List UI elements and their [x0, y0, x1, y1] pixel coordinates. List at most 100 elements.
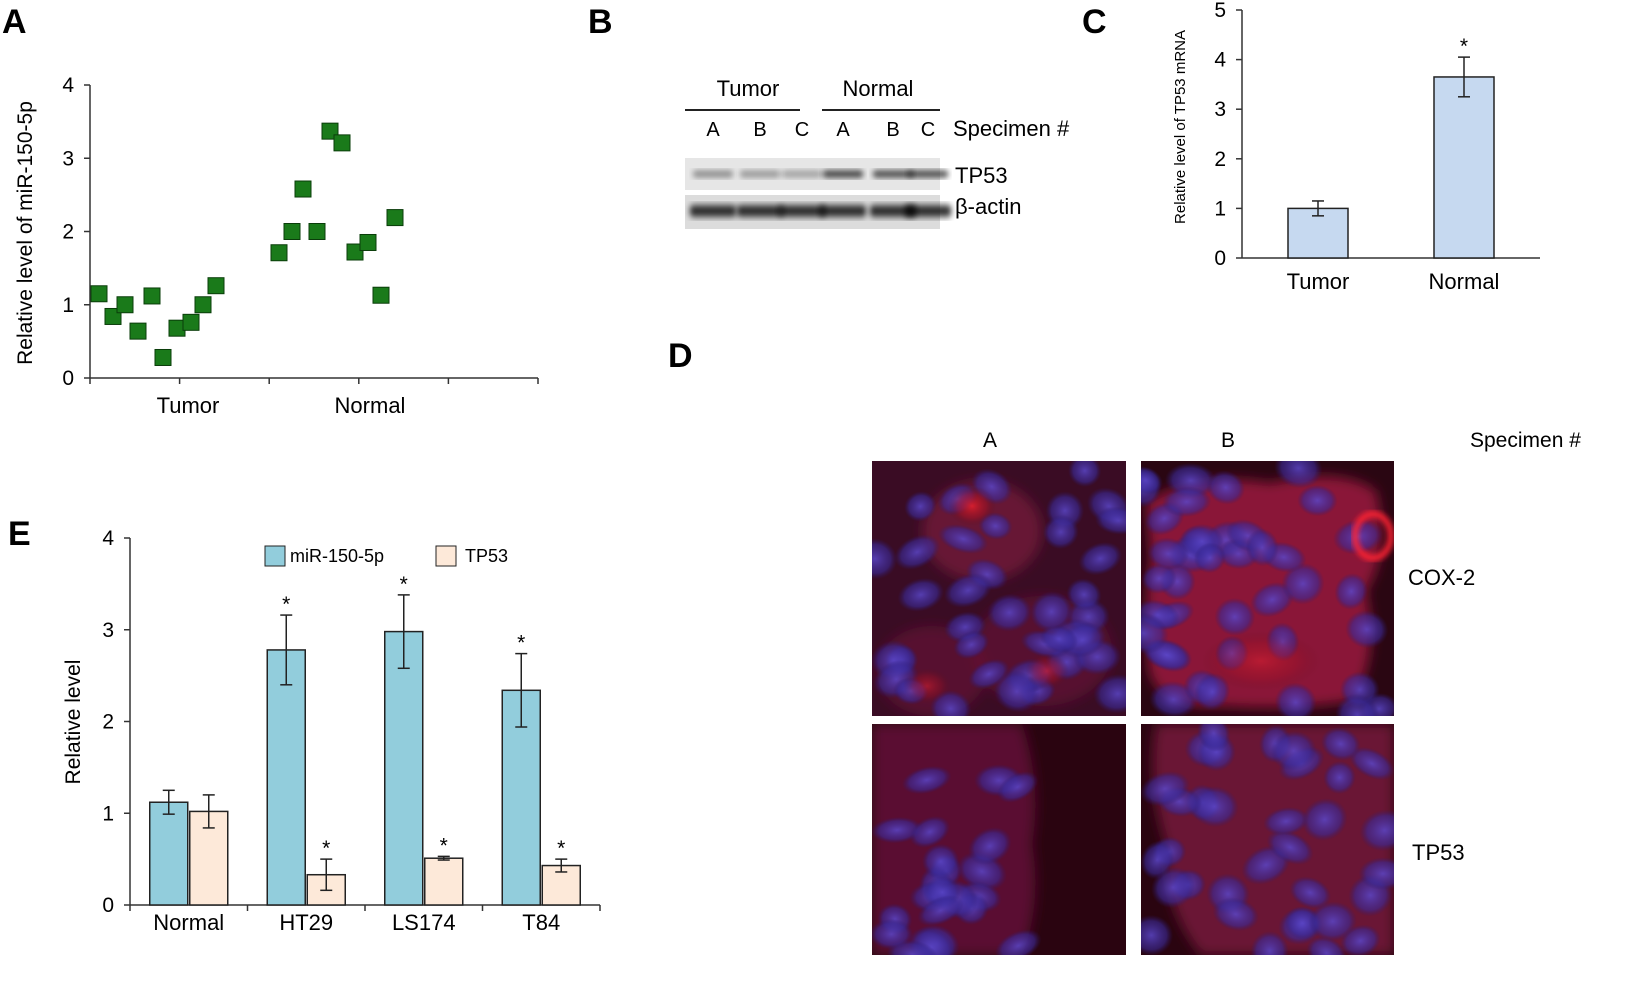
legend-label-mir: miR-150-5p [290, 546, 384, 566]
panel-e-significance-mark: * [440, 834, 448, 857]
nucleus [1358, 857, 1394, 891]
panel-e-y-axis-label: Relative level [62, 660, 85, 785]
panel-c-y-tick-label: 0 [1214, 247, 1226, 270]
panel-e-category-label: T84 [522, 910, 560, 935]
scatter-point [294, 180, 312, 198]
panel-e-y-tick-label: 4 [102, 527, 114, 550]
nucleus [1245, 528, 1279, 567]
nucleus [968, 827, 1012, 866]
nucleus [1093, 673, 1126, 714]
panel-c-y-tick-label: 2 [1214, 148, 1226, 171]
blot-band [905, 203, 951, 219]
nucleus [995, 929, 1042, 955]
blot-band-label-tp53: TP53 [955, 163, 1008, 188]
legend-label-tp53: TP53 [465, 546, 508, 566]
nucleus [1141, 914, 1174, 955]
panel-d-immunofluorescence: A B Specimen # [872, 429, 1581, 955]
panel-e-bar [384, 630, 424, 906]
nucleus [1190, 786, 1239, 828]
panel-c-bar [1433, 76, 1495, 259]
nucleus [993, 670, 1040, 713]
panel-a-y-axis-label: Relative level of miR-150-5p [14, 101, 37, 365]
panel-c-category-normal: Normal [1429, 269, 1500, 294]
blot-lane-label: A [836, 119, 850, 141]
nucleus [1274, 461, 1323, 489]
blot-band [779, 203, 825, 219]
nucleus [1349, 746, 1394, 781]
nucleus [1039, 624, 1079, 654]
panel-e-significance-mark: * [322, 837, 330, 860]
blot-group-tumor: Tumor [717, 76, 780, 101]
panel-e-category-label: HT29 [279, 910, 333, 935]
blot-band [820, 203, 866, 219]
blot-lane-label: B [753, 119, 766, 141]
panel-e-significance-mark: * [557, 837, 565, 860]
panel-e-category-label: Normal [153, 910, 224, 935]
blot-bands [690, 169, 951, 219]
blot-band [693, 169, 733, 179]
nucleus [1270, 730, 1317, 771]
nucleus [1141, 771, 1190, 807]
scatter-point [270, 244, 288, 262]
panel-e-significance-mark: * [517, 632, 525, 655]
panel-c-y-ticks: 0 1 2 3 4 5 [1214, 0, 1242, 270]
nucleus [1078, 542, 1123, 576]
nucleus [1359, 809, 1394, 852]
micro-image-cox2-a [872, 461, 1126, 716]
panel-e-y-tick-label: 2 [102, 711, 114, 734]
blot-band [823, 169, 863, 179]
nucleus [1334, 573, 1369, 610]
scatter-point [346, 243, 364, 261]
panel-a-y-tick-label: 4 [62, 74, 74, 97]
panel-a-y-tick-label: 0 [62, 367, 74, 390]
scatter-point [359, 233, 377, 251]
micro-row-tp53: TP53 [1412, 840, 1465, 865]
panel-a-y-tick-label: 3 [62, 147, 74, 170]
nucleus [1289, 876, 1332, 909]
blot-band-label-actin: β-actin [955, 194, 1021, 219]
nucleus [1066, 578, 1102, 611]
nucleus [1206, 470, 1245, 505]
micro-image-tp53-a [872, 724, 1126, 955]
nucleus [1281, 562, 1325, 605]
panel-a-scatter: 0 1 2 3 4 Tumor Normal Relative level of miR… [14, 74, 539, 418]
legend-swatch-tp53 [435, 545, 457, 567]
nucleus [872, 918, 914, 950]
scatter-point [116, 296, 134, 314]
panel-c-y-tick-label: 3 [1214, 98, 1226, 121]
nucleus [1214, 597, 1256, 636]
panel-e-bar [149, 801, 189, 906]
blot-lane-label: C [921, 119, 935, 141]
nucleus [1250, 931, 1289, 955]
nucleus [1068, 461, 1102, 488]
panel-a-category-normal: Normal [335, 393, 406, 418]
nucleus [921, 843, 960, 880]
nucleus [1263, 807, 1309, 836]
nucleus [894, 534, 941, 570]
panel-e-y-tick-label: 1 [102, 802, 114, 825]
panel-a-y-ticks: 0 1 2 3 4 [62, 74, 539, 390]
scatter-point [90, 285, 108, 303]
panel-c-bars: * [1287, 35, 1495, 259]
scatter-point [207, 277, 225, 295]
micro-image-cox2-b [1141, 461, 1394, 716]
blot-band [690, 203, 736, 219]
scatter-point [283, 223, 301, 240]
scatter-point [194, 296, 212, 314]
nucleus [1197, 724, 1231, 752]
scatter-point [129, 322, 147, 340]
panel-c-y-tick-label: 4 [1214, 49, 1226, 72]
nucleus [1266, 829, 1314, 865]
panel-c-y-tick-label: 1 [1214, 197, 1226, 220]
scatter-point [333, 134, 351, 152]
panel-e-bars: * * * * * * [149, 573, 581, 906]
micro-column-header: Specimen # [1470, 429, 1581, 452]
panel-label-c: C [1082, 3, 1107, 41]
panel-e-bar [424, 857, 464, 906]
nucleus [1323, 761, 1356, 795]
blot-band [908, 169, 948, 179]
panel-e-bar [266, 649, 306, 906]
panel-a-points [90, 122, 404, 366]
nucleus [953, 630, 990, 660]
